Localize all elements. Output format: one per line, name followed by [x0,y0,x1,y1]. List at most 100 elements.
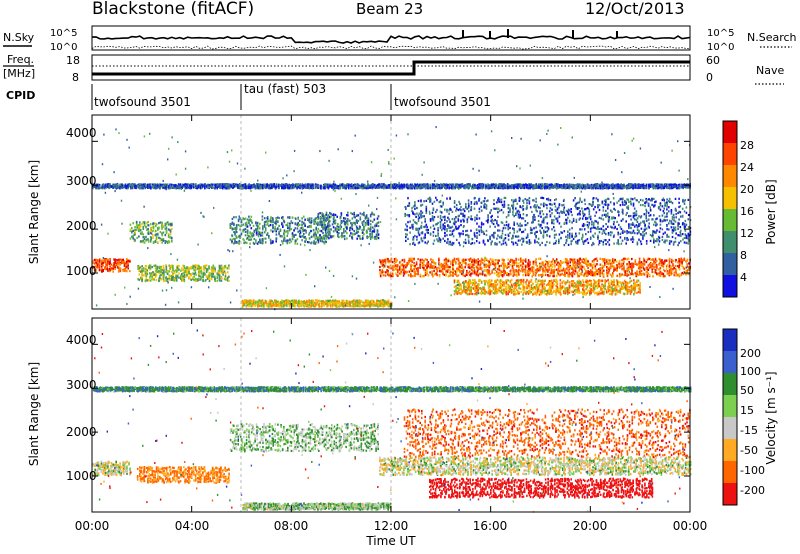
data-cell [156,267,159,270]
data-cell [598,271,600,274]
data-cell [278,233,280,236]
data-cell [559,263,562,267]
data-cell [646,258,649,262]
data-cell [607,272,610,275]
data-cell [487,282,490,285]
data-cell [568,268,571,271]
data-cell [333,216,336,219]
data-cell [476,217,478,220]
data-cell [465,280,467,283]
data-cell [495,287,497,290]
data-cell [668,265,671,268]
data-cell [417,271,419,274]
data-cell [621,268,623,271]
data-cell [526,271,529,274]
data-cell [275,228,277,231]
data-cell [233,242,235,245]
data-cell [228,275,230,278]
power-panel: 4000 3000 2000 1000 Slant Range [km] [27,114,692,311]
data-cell [499,280,502,283]
data-cell [256,221,259,224]
data-cell [129,260,131,263]
data-cell [388,260,390,263]
data-cell [287,225,289,228]
data-cell [376,235,379,238]
data-cell [134,232,136,235]
data-cell [490,285,493,288]
data-cell [627,273,630,277]
data-cell [475,240,478,243]
data-cell [357,219,360,223]
data-cell [552,258,554,261]
data-cell [639,266,641,269]
data-cell [377,237,380,240]
data-cell [466,221,469,224]
data-cell [160,271,162,274]
data-cell [283,231,286,234]
data-cell [414,213,416,216]
data-cell [549,285,551,288]
data-cell [463,282,466,285]
data-cell [503,269,505,272]
data-cell [520,279,522,282]
data-cell [484,258,486,261]
data-cell [666,272,669,275]
data-cell [578,291,580,294]
data-cell [517,279,519,282]
data-cell [467,263,470,266]
data-cell [359,226,362,229]
data-cell [190,278,193,281]
data-cell [467,286,470,289]
data-cell [503,288,505,291]
data-cell [486,270,489,273]
data-cell [587,266,589,270]
data-cell [298,232,301,236]
data-cell [145,239,147,242]
data-cell [603,292,605,296]
data-cell [363,226,365,229]
data-cell [559,282,562,285]
data-cell [325,213,328,216]
data-cell [662,264,665,267]
data-cell [316,221,319,224]
data-cell [474,293,476,296]
data-cell [623,286,626,289]
data-cell [470,218,473,221]
site-title: Blackstone (fitACF) [92,0,254,19]
data-cell [164,227,167,230]
data-cell [417,231,420,235]
data-cell [161,234,163,237]
data-cell [160,269,162,272]
data-cell [568,286,571,289]
data-cell [576,289,579,292]
data-cell [686,265,689,268]
data-cell [497,267,499,271]
data-cell [423,264,425,267]
data-cell [406,229,408,232]
data-cell [549,289,551,292]
data-cell [647,272,650,275]
data-cell [469,287,471,290]
data-cell [412,212,415,215]
data-cell [453,201,456,204]
data-cell [445,269,448,272]
data-cell [609,259,612,262]
data-cell [646,273,649,276]
data-cell [167,240,170,243]
data-cell [321,212,323,215]
data-cell [293,229,295,232]
data-cell [603,286,605,289]
data-cell [473,259,476,262]
data-cell [496,288,499,291]
data-cell [500,283,503,286]
data-cell [169,265,171,268]
data-cell [104,261,106,264]
data-cell [351,233,354,236]
data-cell [467,239,470,242]
data-cell [476,265,479,268]
data-cell [522,270,524,273]
data-cell [511,285,514,288]
data-cell [426,269,428,272]
data-cell [516,265,518,268]
data-cell [139,221,141,224]
